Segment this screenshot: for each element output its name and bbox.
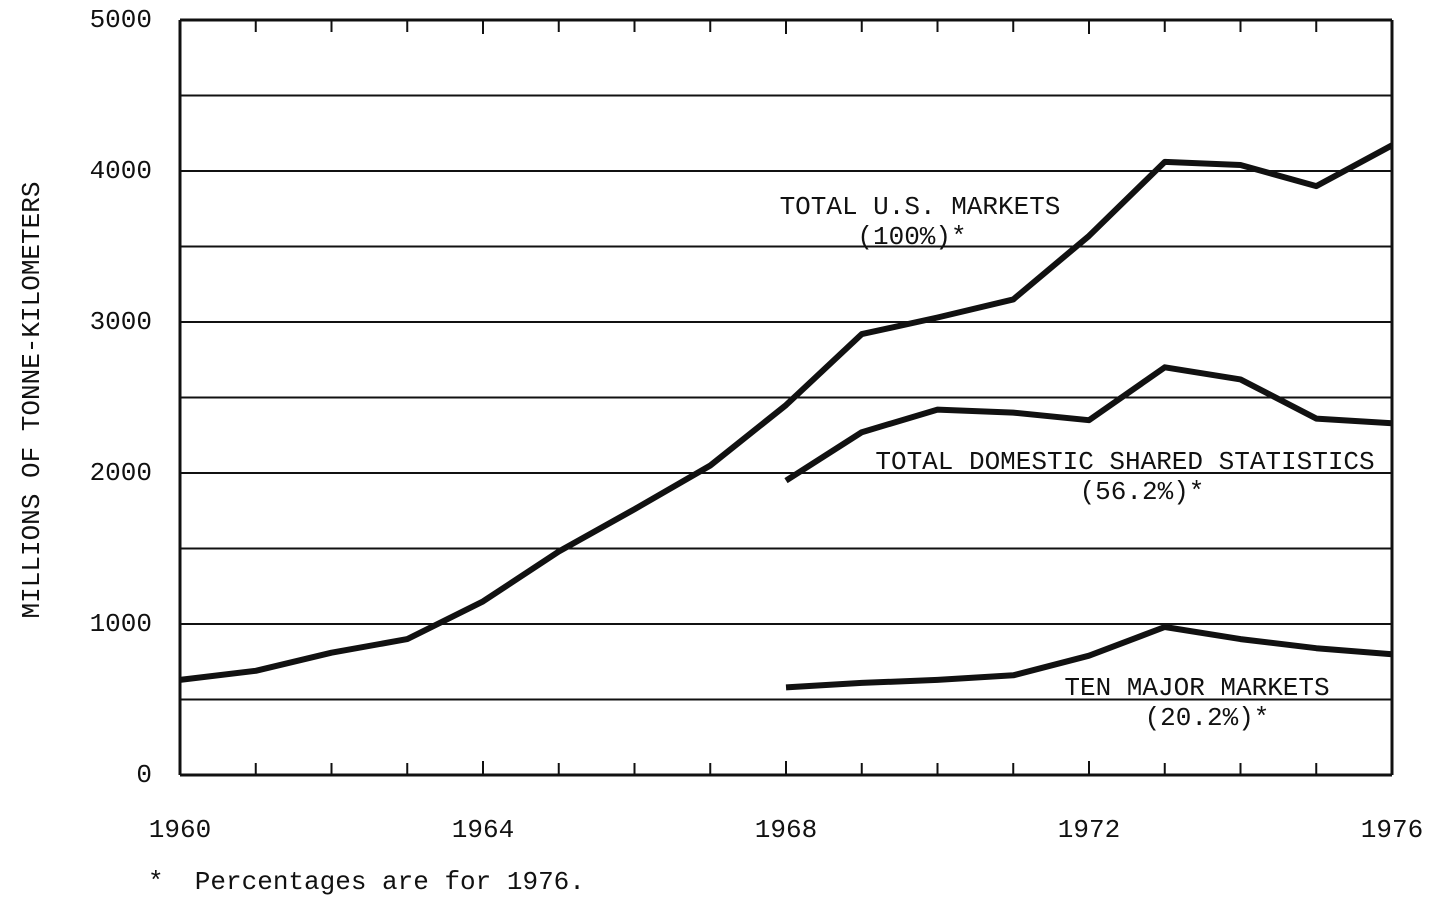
y-tick-label: 2000 (90, 458, 152, 488)
series-line (785, 624, 1393, 691)
series-line (179, 142, 1394, 683)
x-tick-label: 1964 (452, 815, 514, 845)
x-tick-label: 1968 (755, 815, 817, 845)
y-tick-label: 5000 (90, 5, 152, 35)
series-line (784, 364, 1393, 484)
y-tick-label: 1000 (90, 609, 152, 639)
series-label: TOTAL DOMESTIC SHARED STATISTICS (875, 447, 1374, 477)
x-tick-label: 1976 (1361, 815, 1423, 845)
y-tick-label: 0 (136, 760, 152, 790)
x-tick-label: 1972 (1058, 815, 1120, 845)
y-tick-label: 3000 (90, 307, 152, 337)
series-note: (100%)* (857, 222, 966, 252)
x-tick-label: 1960 (149, 815, 211, 845)
series-label: TEN MAJOR MARKETS (1064, 673, 1329, 703)
series-note: (56.2%)* (1080, 477, 1205, 507)
y-axis-label: MILLIONS OF TONNE-KILOMETERS (17, 182, 47, 619)
series-note: (20.2%)* (1145, 703, 1270, 733)
footnote: * Percentages are for 1976. (148, 867, 585, 897)
y-tick-label: 4000 (90, 156, 152, 186)
series-label: TOTAL U.S. MARKETS (780, 192, 1061, 222)
